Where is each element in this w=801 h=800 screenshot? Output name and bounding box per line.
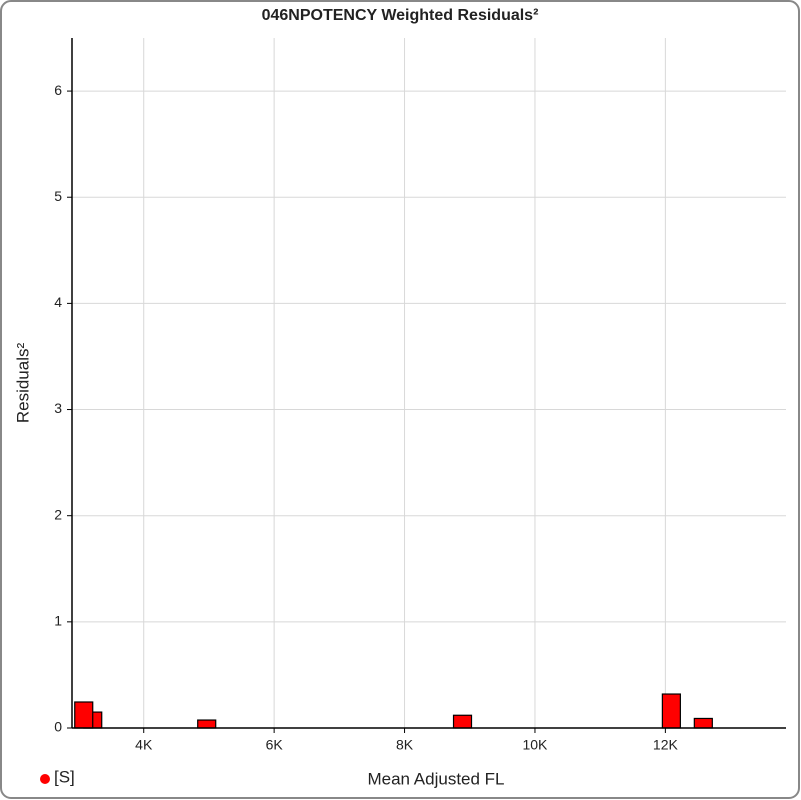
x-tick-label: 8K (396, 737, 414, 753)
x-tick-label: 4K (135, 737, 153, 753)
bars (74, 693, 713, 729)
bar (452, 714, 473, 729)
y-tick-label: 4 (54, 294, 62, 310)
y-tick-label: 5 (54, 188, 62, 204)
bar (197, 719, 217, 729)
bar (74, 701, 94, 729)
x-axis-title: Mean Adjusted FL (367, 769, 504, 788)
legend-label: [S] (54, 767, 75, 786)
axes: 0 1 2 3 4 5 6 4K 6K 8K 10K 12K (54, 38, 786, 753)
chart-title: 046NPOTENCY Weighted Residuals² (262, 7, 539, 24)
x-tick-label: 6K (266, 737, 284, 753)
x-tick-label: 10K (522, 737, 548, 753)
legend-marker (40, 774, 50, 784)
y-axis-title: Residuals² (13, 343, 32, 424)
y-tick-label: 0 (54, 719, 62, 735)
y-tick-label: 1 (54, 613, 62, 629)
grid (72, 38, 786, 729)
bar (661, 693, 681, 729)
y-tick-label: 6 (54, 82, 62, 98)
y-tick-label: 3 (54, 400, 62, 416)
x-tick-label: 12K (653, 737, 679, 753)
plot-area (72, 38, 786, 728)
bar (693, 717, 713, 729)
y-tick-label: 2 (54, 506, 62, 522)
